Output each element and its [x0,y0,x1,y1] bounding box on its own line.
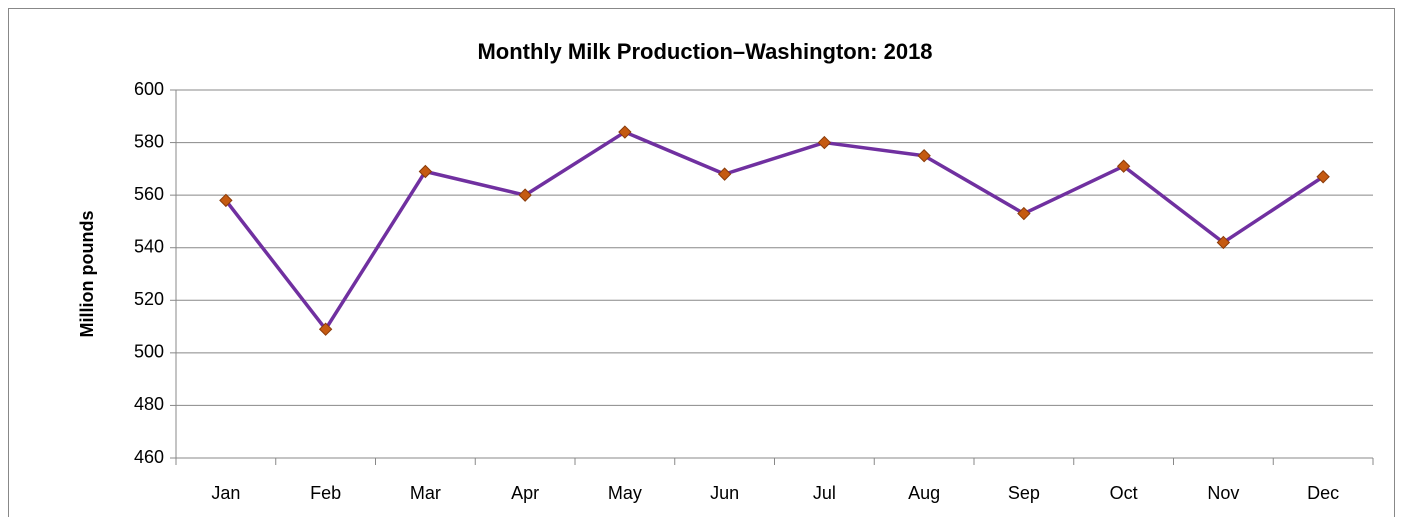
x-tick-label: Dec [1307,483,1339,503]
data-marker [1116,159,1131,173]
data-marker [418,164,433,179]
data-marker [518,188,532,202]
x-tick-label: Apr [511,483,539,503]
x-tick-label: Sep [1008,483,1040,503]
chart-title: Monthly Milk Production–Washington: 2018 [477,39,932,64]
data-marker [1216,235,1231,250]
y-axis-label: Million pounds [77,211,97,338]
data-line [224,130,1325,331]
y-tick-label: 480 [134,394,164,414]
data-marker [318,322,333,336]
y-tick-label: 600 [134,79,164,99]
x-tick-label: Mar [410,483,441,503]
x-tick-label: Feb [310,483,341,503]
x-tick-label: Nov [1207,483,1239,503]
x-tick-label: Jul [813,483,836,503]
y-tick-label: 520 [134,289,164,309]
chart-border [8,8,1395,517]
x-tick-label: Jan [211,483,240,503]
data-marker [917,149,931,163]
y-tick-label: 580 [134,131,164,151]
x-tick-label: Jun [710,483,739,503]
data-marker [817,135,832,150]
x-tick-label: May [608,483,642,503]
y-tick-label: 500 [134,342,164,362]
data-marker [1316,170,1330,184]
x-tick-label: Oct [1110,483,1138,503]
y-tick-label: 560 [134,184,164,204]
y-tick-label: 540 [134,236,164,256]
data-marker [1017,206,1031,221]
data-marker [219,193,233,208]
data-marker [717,167,732,181]
data-marker [618,125,632,139]
x-tick-label: Aug [908,483,940,503]
y-tick-label: 460 [134,447,164,467]
